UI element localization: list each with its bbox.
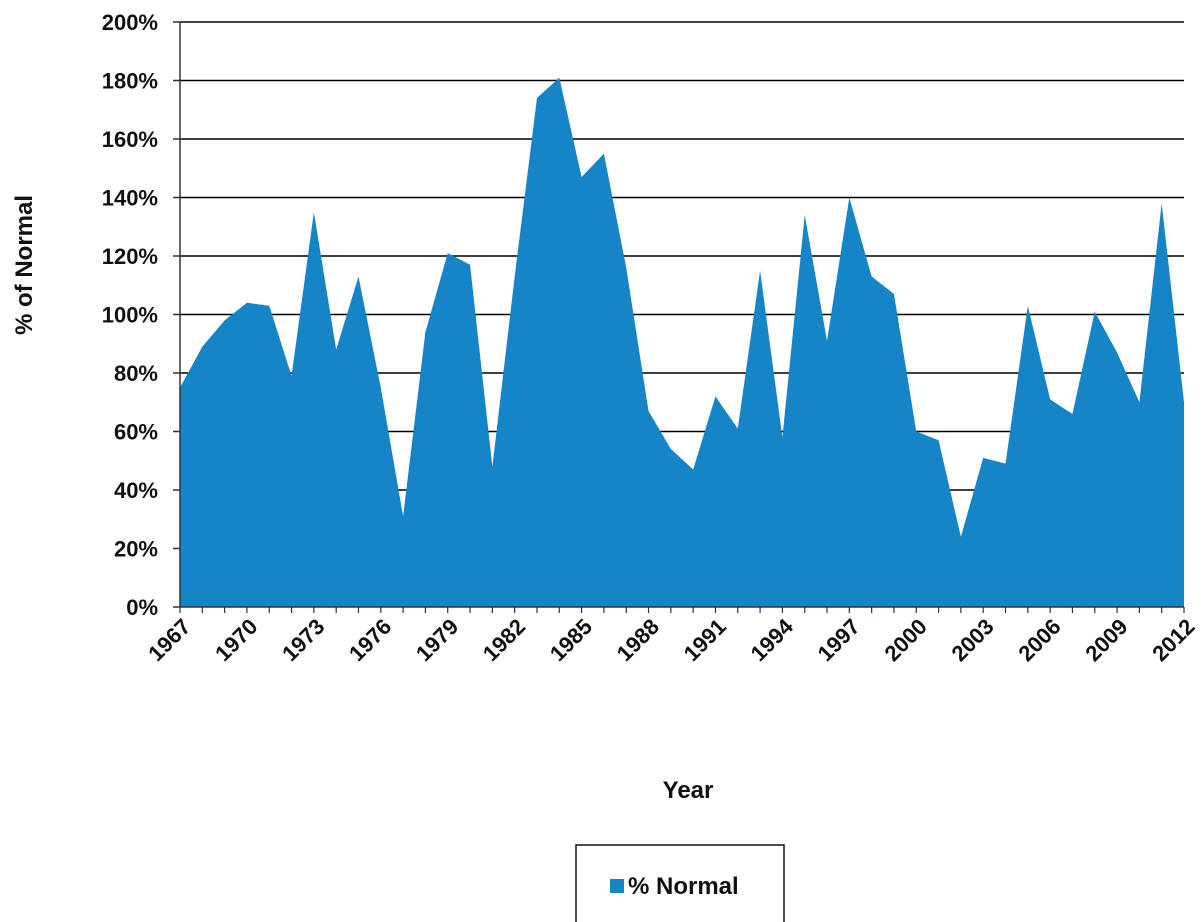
y-tick-label: 140% — [102, 186, 158, 211]
x-tick-label: 1979 — [411, 614, 463, 666]
y-tick-label: 200% — [102, 10, 158, 35]
x-tick-label: 2012 — [1147, 614, 1199, 666]
x-tick-label: 2003 — [946, 614, 998, 666]
legend-entry-label: % Normal — [628, 873, 739, 900]
legend-swatch — [610, 879, 624, 893]
x-tick-label: 1991 — [679, 614, 731, 666]
x-axis-title: Year — [663, 777, 714, 804]
x-tick-label: 1982 — [478, 614, 530, 666]
y-tick-label: 60% — [114, 420, 158, 445]
x-tick-label: 2000 — [880, 614, 932, 666]
y-tick-label: 80% — [114, 361, 158, 386]
legend: % Normal — [575, 844, 785, 922]
y-axis-title: % of Normal — [11, 195, 38, 335]
x-tick-label: 1997 — [813, 614, 865, 666]
x-tick-label: 2009 — [1080, 614, 1132, 666]
x-tick-label: 1976 — [344, 614, 396, 666]
x-tick-label: 1988 — [612, 614, 664, 666]
y-tick-label: 0% — [126, 595, 158, 620]
x-tick-label: 1967 — [143, 614, 195, 666]
y-tick-label: 40% — [114, 478, 158, 503]
x-tick-label: 1994 — [746, 613, 799, 666]
x-tick-label: 1985 — [545, 614, 597, 666]
x-axis-ticks: 1967 1970 1973 1976 1979 1982 1985 1988 1991 1994… — [143, 607, 1200, 666]
y-tick-label: 160% — [102, 127, 158, 152]
y-tick-label: 20% — [114, 537, 158, 562]
y-tick-label: 120% — [102, 244, 158, 269]
y-tick-label: 180% — [102, 69, 158, 94]
x-tick-label: 1970 — [210, 614, 262, 666]
x-tick-label: 1973 — [277, 614, 329, 666]
series-area-percent-normal — [180, 77, 1184, 607]
plot-area — [180, 77, 1184, 607]
y-axis-ticks: 0% 20% 40% 60% 80% 100% 120% 140% 160% 180% 200% — [102, 10, 180, 620]
y-tick-label: 100% — [102, 303, 158, 328]
x-tick-label: 2006 — [1013, 614, 1065, 666]
